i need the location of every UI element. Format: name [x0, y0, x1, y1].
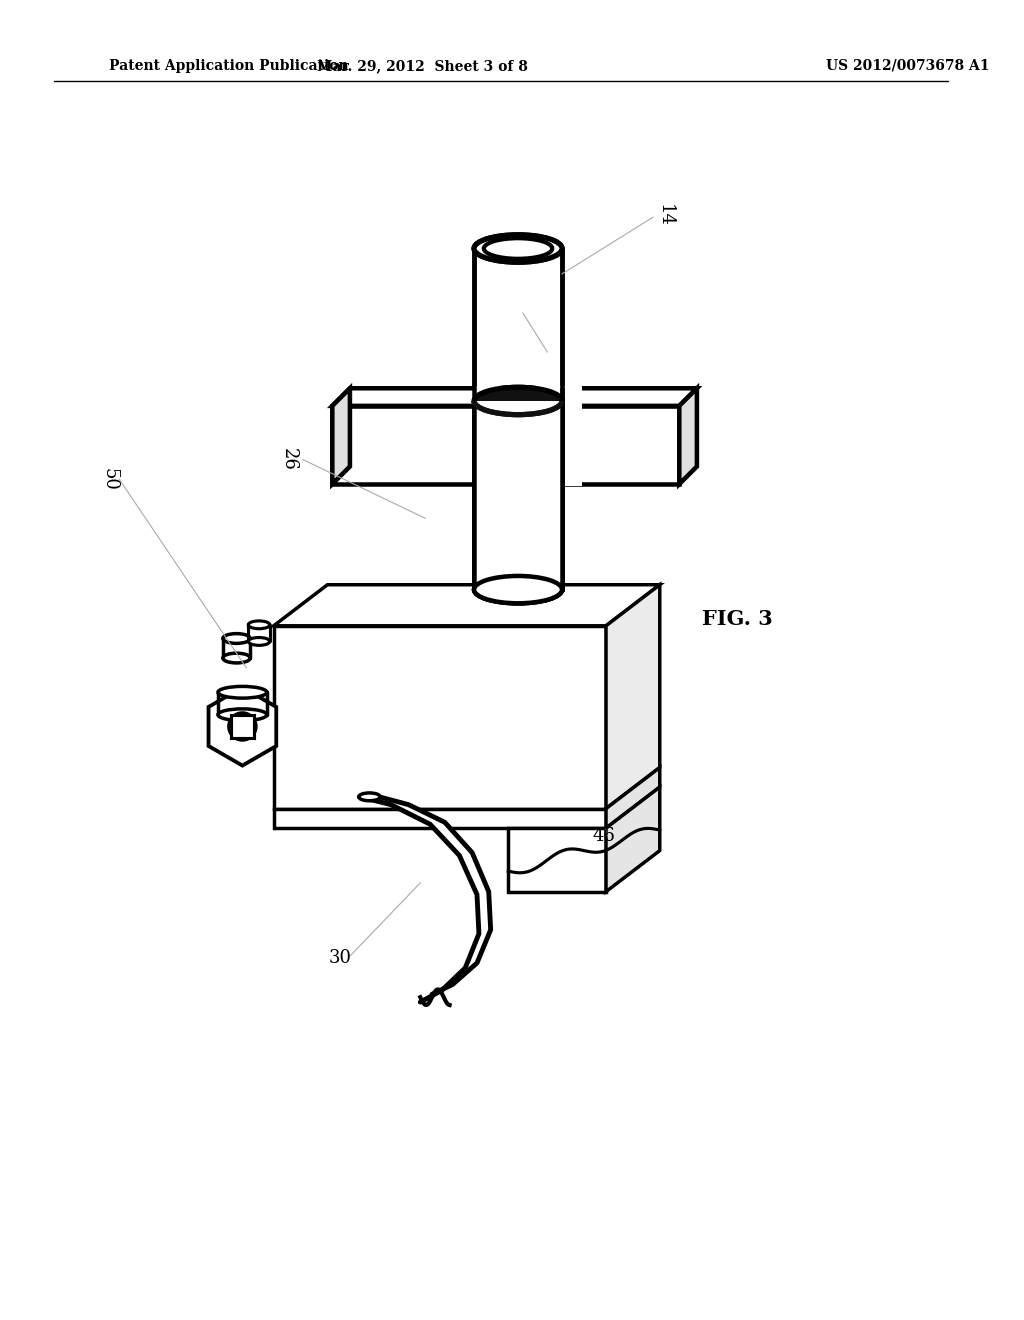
Polygon shape [606, 787, 659, 891]
Polygon shape [333, 405, 474, 484]
Polygon shape [359, 797, 490, 1002]
Ellipse shape [474, 235, 562, 263]
Ellipse shape [474, 576, 562, 603]
Text: US 2012/0073678 A1: US 2012/0073678 A1 [826, 58, 989, 73]
Ellipse shape [223, 653, 250, 663]
Text: Patent Application Publication: Patent Application Publication [110, 58, 349, 73]
Polygon shape [333, 388, 350, 484]
Polygon shape [562, 405, 679, 484]
Polygon shape [474, 248, 562, 590]
Ellipse shape [218, 686, 267, 698]
Polygon shape [209, 688, 276, 766]
Polygon shape [333, 388, 492, 405]
Ellipse shape [248, 638, 269, 645]
Ellipse shape [474, 576, 562, 603]
Text: 30: 30 [329, 949, 351, 968]
Ellipse shape [483, 238, 552, 259]
Text: FIG. 3: FIG. 3 [701, 609, 772, 628]
Polygon shape [562, 388, 697, 405]
Polygon shape [474, 387, 582, 486]
Text: Mar. 29, 2012  Sheet 3 of 8: Mar. 29, 2012 Sheet 3 of 8 [316, 58, 527, 73]
Ellipse shape [483, 238, 552, 259]
Ellipse shape [358, 793, 380, 801]
Polygon shape [606, 767, 659, 828]
Polygon shape [679, 388, 697, 484]
Ellipse shape [474, 235, 562, 263]
Text: 26: 26 [280, 449, 297, 471]
Ellipse shape [248, 620, 269, 628]
Ellipse shape [474, 387, 562, 414]
Polygon shape [273, 809, 606, 828]
Text: 50: 50 [100, 467, 119, 491]
Polygon shape [474, 401, 562, 590]
Polygon shape [230, 714, 254, 738]
Text: 14: 14 [655, 203, 674, 227]
Ellipse shape [218, 709, 267, 721]
Ellipse shape [223, 634, 250, 643]
Ellipse shape [228, 713, 256, 741]
Ellipse shape [474, 387, 562, 414]
Ellipse shape [474, 576, 562, 603]
Polygon shape [474, 401, 562, 590]
Text: 46: 46 [593, 826, 615, 845]
Polygon shape [273, 585, 659, 626]
Polygon shape [273, 626, 606, 809]
Polygon shape [508, 828, 606, 891]
Polygon shape [606, 585, 659, 809]
